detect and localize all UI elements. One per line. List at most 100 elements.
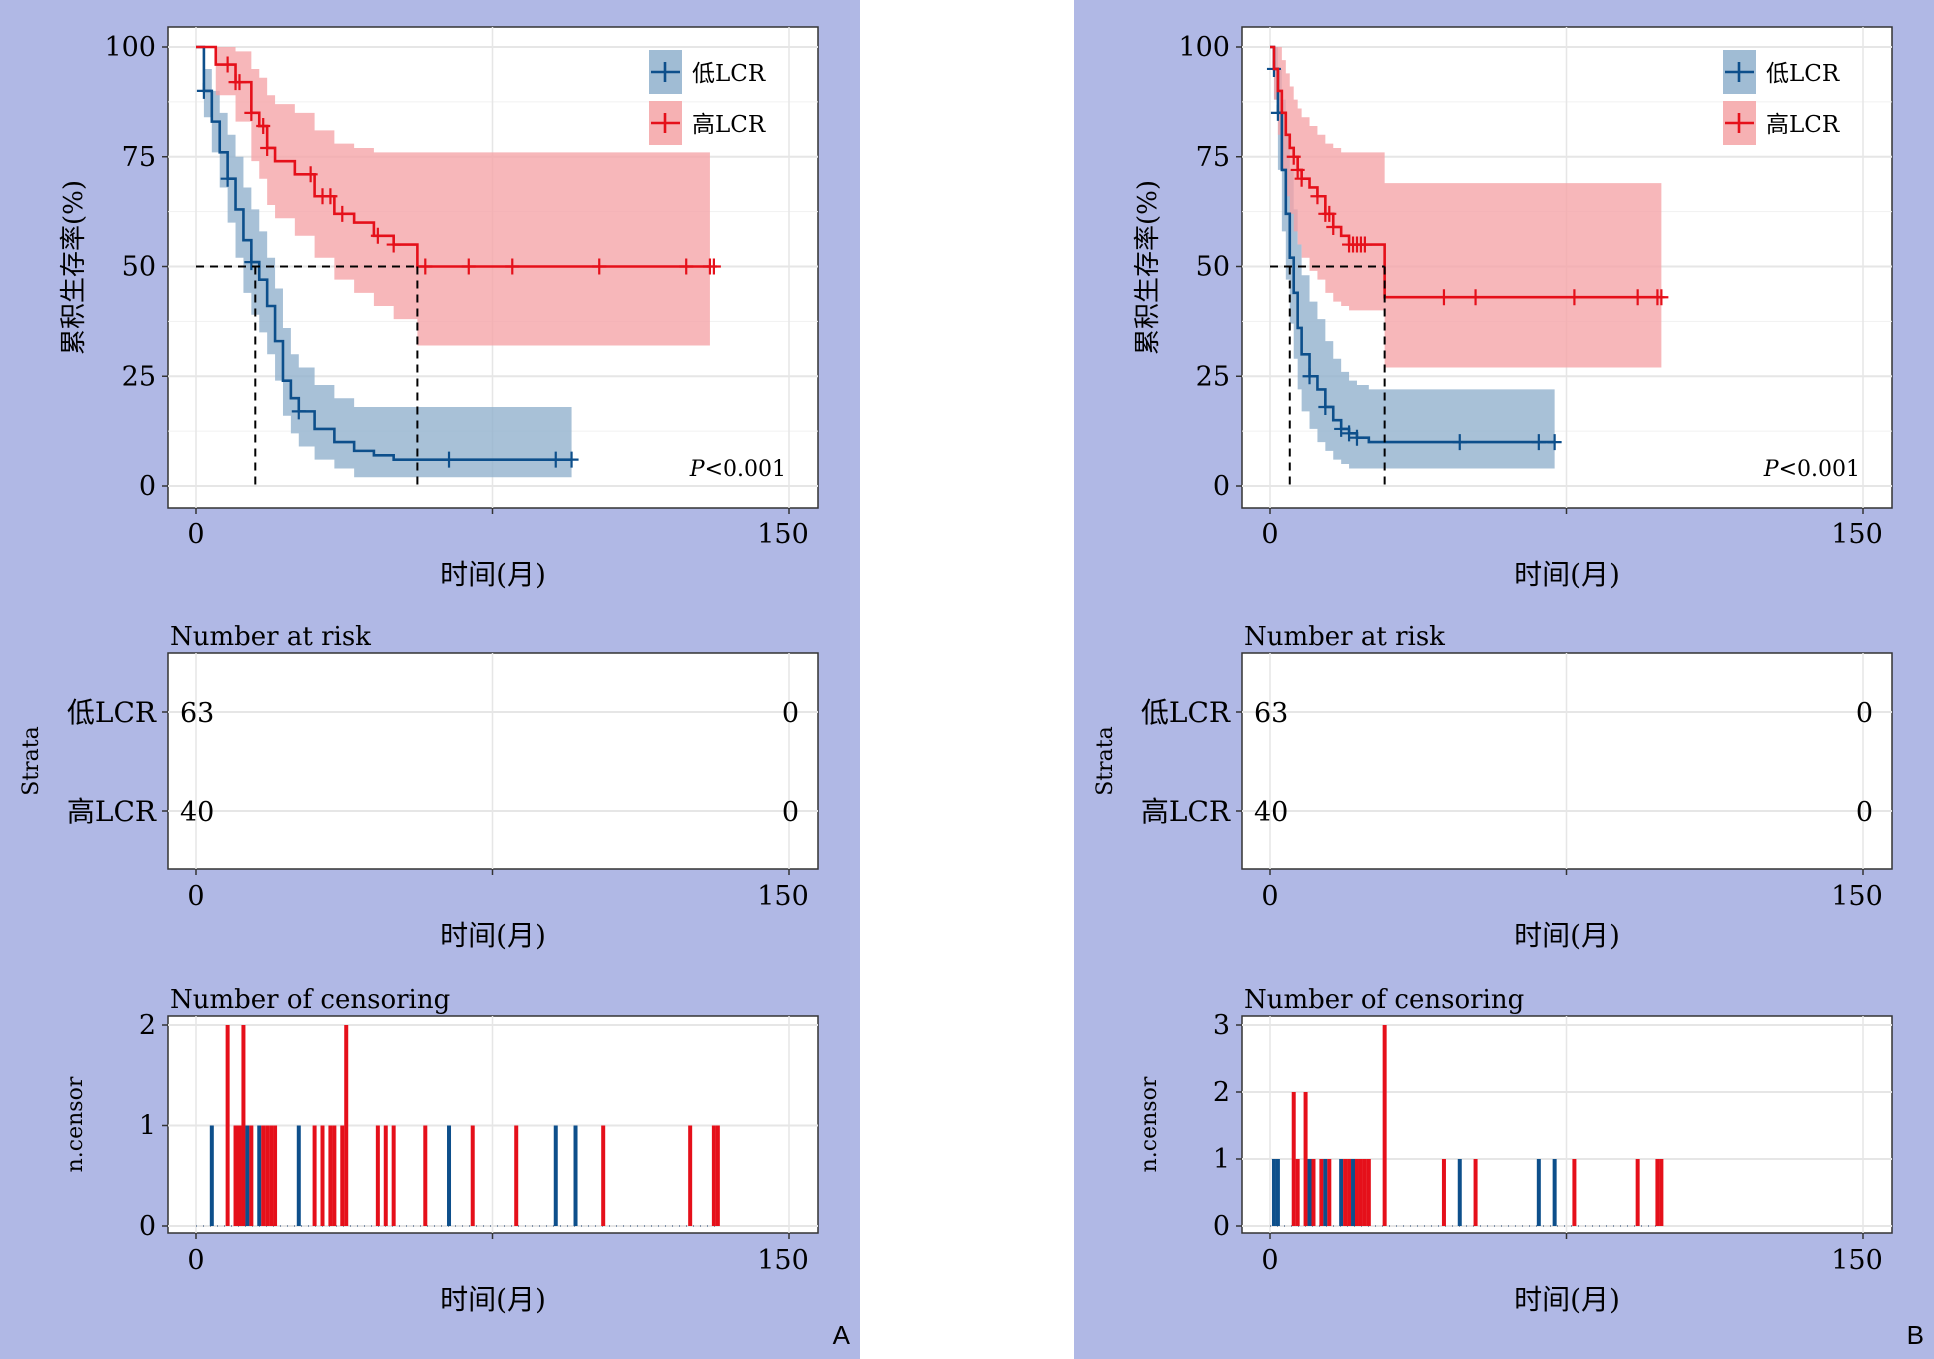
censor-bar: [1473, 1159, 1478, 1226]
risk-row-label-1: 高LCR: [67, 795, 157, 828]
ci-band-a-1: [196, 47, 710, 346]
y-tick-label: 0: [1213, 1211, 1230, 1242]
censor-mark: [244, 104, 259, 121]
censor-bar: [447, 1125, 452, 1226]
x-axis-title: 时间(月): [440, 558, 546, 591]
y-tick-label: 3: [1213, 1010, 1230, 1041]
censor-bar: [1457, 1159, 1462, 1226]
censor-plot-title: Number of censoring: [1244, 985, 1524, 1015]
censor-mark: [1349, 429, 1364, 446]
risk-count: 63: [1254, 698, 1288, 729]
censor-bar: [688, 1125, 693, 1226]
censor-mark: [564, 451, 579, 468]
censor-y-axis-title: n.censor: [63, 1076, 88, 1172]
censor-bar: [1536, 1159, 1541, 1226]
censor-bar: [1351, 1159, 1356, 1226]
legend-key: [651, 62, 680, 82]
censor-bar: [1441, 1159, 1446, 1226]
x-tick-label: 0: [187, 1245, 204, 1276]
risk-count: 0: [782, 797, 799, 828]
x-tick-label: 0: [187, 519, 204, 550]
y-tick-label: 75: [1196, 142, 1230, 173]
censor-bar: [553, 1125, 558, 1226]
p-value-text: <0.001: [705, 457, 786, 482]
censor-bar: [1572, 1159, 1577, 1226]
censor-bar: [573, 1125, 578, 1226]
censor-bar: [249, 1125, 254, 1226]
risk-count: 40: [180, 797, 214, 828]
risk-strata-title: Strata: [1093, 726, 1118, 796]
censor-mark: [370, 227, 385, 244]
censor-bar: [296, 1125, 301, 1226]
censor-mark: [232, 74, 247, 91]
censor-mark: [1547, 434, 1562, 451]
censor-mark: [1322, 205, 1337, 222]
y-tick-label: 50: [122, 252, 156, 283]
panel-a: 0 25 50 75 100 0 150 时间(月) 累积生存率(%) 低LCR 高LCR P<0.0…: [0, 0, 860, 1359]
km-curve-a-0: [196, 45, 572, 461]
censor-mark: [323, 188, 338, 205]
x-axis-title: 时间(月): [1514, 558, 1620, 591]
censor-mark: [196, 82, 211, 99]
y-tick-label: 100: [1178, 32, 1230, 63]
censor-mark: [1342, 425, 1357, 442]
censor-bar: [1655, 1159, 1660, 1226]
censor-mark: [1357, 236, 1372, 253]
censor-bar: [340, 1125, 345, 1226]
panel-label-b: B: [1906, 1320, 1924, 1350]
x-tick-label: 0: [1261, 519, 1278, 550]
y-tick-label: 0: [139, 1211, 156, 1242]
censor-y-axis-title: n.censor: [1137, 1076, 1162, 1172]
panel-b: 0 25 50 75 100 0 150 时间(月) 累积生存率(%) 低LCR 高LCR P<0.0…: [1074, 0, 1934, 1359]
legend-key: [1725, 62, 1754, 82]
censor-bar: [1271, 1159, 1276, 1226]
censor-mark: [1302, 368, 1317, 385]
x-axis-title: 时间(月): [440, 1283, 546, 1316]
risk-count: 0: [782, 698, 799, 729]
y-tick-label: 2: [139, 1010, 156, 1041]
p-value-text: <0.001: [1779, 457, 1860, 482]
censor-bar: [375, 1125, 380, 1226]
y-axis-title: 累积生存率(%): [59, 180, 89, 355]
censor-bar: [1291, 1092, 1296, 1226]
censor-bar: [383, 1125, 388, 1226]
y-tick-label: 50: [1196, 252, 1230, 283]
censor-mark: [706, 258, 721, 275]
censor-mark: [1452, 434, 1467, 451]
legend-key: [651, 113, 680, 133]
censor-bar: [1358, 1159, 1363, 1226]
censor-mark: [303, 166, 318, 183]
censor-bar: [344, 1025, 349, 1226]
censor-bar: [1354, 1159, 1359, 1226]
censor-mark: [220, 56, 235, 73]
risk-count: 0: [1856, 698, 1873, 729]
censor-mark: [1630, 289, 1645, 306]
censor-mark: [1654, 289, 1669, 306]
censor-mark: [244, 254, 259, 271]
censor-bar: [1307, 1159, 1312, 1226]
x-tick-label: 0: [187, 881, 204, 912]
censor-bar: [1303, 1092, 1308, 1226]
censor-bar: [320, 1125, 325, 1226]
censor-mark: [335, 205, 350, 222]
legend-key: [1725, 113, 1754, 133]
censor-mark: [461, 258, 476, 275]
censor-mark: [1531, 434, 1546, 451]
censor-bar: [514, 1125, 519, 1226]
p-value-italic: P: [1763, 457, 1780, 482]
y-axis-title: 累积生存率(%): [1133, 180, 1163, 355]
censor-mark: [291, 403, 306, 420]
censor-bar: [470, 1125, 475, 1226]
y-tick-label: 75: [122, 142, 156, 173]
censor-bar: [312, 1125, 317, 1226]
censor-bar: [1635, 1159, 1640, 1226]
censor-mark: [418, 258, 433, 275]
censor-bar: [328, 1125, 333, 1226]
censor-bar: [237, 1125, 242, 1226]
censor-bar: [245, 1125, 250, 1226]
censor-bar: [1275, 1159, 1280, 1226]
censor-mark: [679, 258, 694, 275]
p-value-label: P<0.001: [1763, 457, 1860, 482]
censor-bar: [1366, 1159, 1371, 1226]
legend-label-1: 高LCR: [692, 112, 766, 138]
